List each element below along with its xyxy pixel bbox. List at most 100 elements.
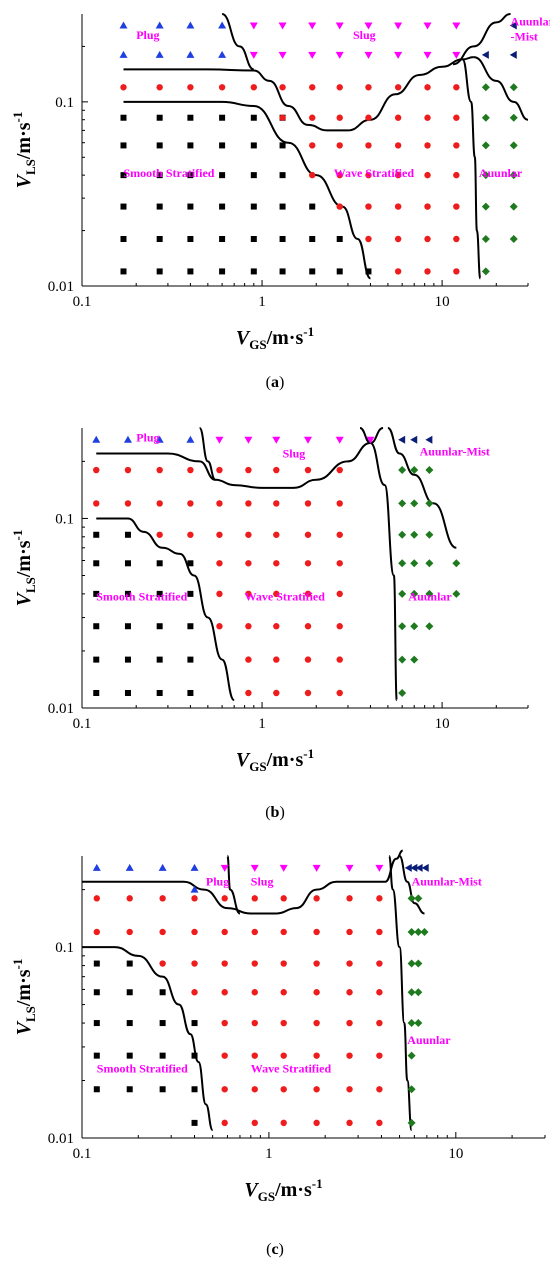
y-tick-label: 0.01 [48,279,74,295]
square-marker-icon [279,268,286,275]
diamond-marker-icon [509,113,518,122]
diamond-marker-icon [452,589,461,598]
down-triangle-marker-icon [423,51,432,59]
circle-marker-icon [216,590,223,598]
square-marker-icon [187,172,194,179]
square-marker-icon [250,203,257,210]
circle-marker-icon [280,1086,287,1093]
circle-marker-icon [216,466,223,474]
circle-marker-icon [336,114,343,121]
circle-marker-icon [365,235,372,243]
square-marker-icon [93,656,100,663]
down-triangle-marker-icon [364,51,373,59]
regime-boundary-line [226,855,241,915]
circle-marker-icon [273,590,280,598]
square-marker-icon [156,114,163,121]
diamond-marker-icon [407,1085,416,1094]
x-tick-label: 1 [258,294,266,310]
up-triangle-marker-icon [125,863,134,871]
diamond-marker-icon [398,688,407,697]
square-marker-icon [187,560,194,567]
diamond-marker-icon [398,530,407,539]
figure-panel-a: 0.1 1 10 0.01 0.1 VGS/m·s-1 VLS/m·s-1 Plug Slug A… [0,0,550,410]
down-triangle-marker-icon [220,864,229,872]
up-triangle-marker-icon [92,435,101,443]
down-triangle-marker-icon [308,51,317,59]
regime-label: Plug [136,28,159,42]
circle-marker-icon [93,466,100,474]
diamond-marker-icon [509,171,518,180]
down-triangle-marker-icon [375,864,384,872]
caption-b: (b) [265,804,285,821]
caption-letter-c: c [271,1241,279,1258]
circle-marker-icon [336,560,343,567]
circle-marker-icon [221,928,228,936]
square-marker-icon [187,114,194,121]
circle-marker-icon [365,114,372,121]
diamond-marker-icon [407,988,416,997]
circle-marker-icon [156,500,163,507]
square-marker-icon [156,268,163,275]
circle-marker-icon [336,656,343,663]
circle-marker-icon [304,500,312,507]
down-triangle-marker-icon [278,22,287,30]
down-triangle-marker-icon [272,436,281,444]
circle-marker-icon [221,895,228,902]
circle-marker-icon [336,466,343,474]
diamond-marker-icon [420,927,429,936]
y-axis-title: VLS/m·s-1 [10,112,38,189]
down-triangle-marker-icon [394,22,403,30]
caption-letter-b: b [270,804,280,821]
circle-marker-icon [245,560,252,567]
down-triangle-marker-icon [345,864,354,872]
circle-marker-icon [304,531,312,538]
left-triangle-marker-icon [410,863,418,872]
circle-marker-icon [279,84,286,91]
square-marker-icon [156,203,163,210]
diamond-marker-icon [481,234,490,243]
circle-marker-icon [346,1119,353,1127]
circle-marker-icon [273,656,280,663]
diamond-marker-icon [410,655,419,664]
circle-marker-icon [336,689,343,697]
up-triangle-marker-icon [218,50,227,58]
circle-marker-icon [453,235,460,243]
circle-marker-icon [245,689,252,697]
y-tick-label: 0.1 [55,95,74,111]
circle-marker-icon [453,171,460,179]
square-marker-icon [336,268,343,275]
x-tick-label: 1 [265,1146,273,1162]
circle-marker-icon [309,114,316,121]
circle-marker-icon [251,1019,258,1027]
circle-marker-icon [376,1086,383,1093]
square-marker-icon [219,172,226,179]
square-marker-icon [126,960,133,967]
up-triangle-marker-icon [119,21,128,29]
down-triangle-marker-icon [249,51,258,59]
square-marker-icon [120,114,127,121]
square-marker-icon [187,142,194,149]
circle-marker-icon [365,84,372,91]
circle-marker-icon [221,1086,228,1093]
regime-boundary-line [96,427,384,489]
circle-marker-icon [156,84,163,91]
up-triangle-marker-icon [186,435,195,443]
up-triangle-marker-icon [190,885,199,893]
circle-marker-icon [280,1119,287,1127]
square-marker-icon [279,235,286,242]
diamond-marker-icon [414,894,423,903]
diamond-marker-icon [398,559,407,568]
circle-marker-icon [273,689,280,697]
square-marker-icon [365,268,372,275]
regime-boundary-line [221,13,255,71]
circle-marker-icon [221,1119,228,1127]
circle-marker-icon [346,1052,353,1059]
diamond-marker-icon [481,171,490,180]
circle-marker-icon [124,466,132,474]
diamond-marker-icon [509,83,518,92]
diamond-marker-icon [414,959,423,968]
square-marker-icon [120,172,127,179]
x-axis-title: VGS/m·s-1 [236,324,314,352]
square-marker-icon [124,656,131,663]
